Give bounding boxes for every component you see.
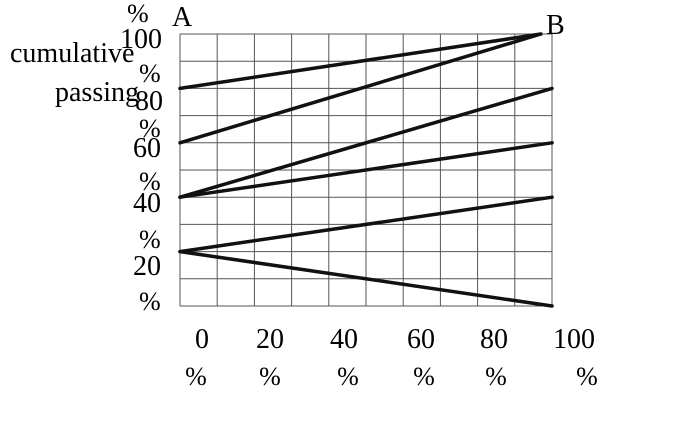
- x-tick-number-80: 80: [480, 324, 508, 355]
- y-tick-number-40: 40: [133, 188, 161, 219]
- x-tick-unit-80: %: [485, 362, 507, 391]
- series-line-1: [178, 32, 543, 91]
- x-tick-number-60: 60: [407, 324, 435, 355]
- x-tick-number-40: 40: [330, 324, 358, 355]
- y-bottom-unit: %: [139, 287, 161, 316]
- y-tick-unit-100: %: [127, 0, 149, 28]
- y-tick-number-80: 80: [135, 86, 163, 117]
- point-label-b: B: [546, 10, 565, 41]
- series-line-2: [178, 32, 543, 145]
- series-lines: [178, 32, 554, 308]
- y-tick-number-60: 60: [133, 133, 161, 164]
- x-tick-unit-100: %: [576, 362, 598, 391]
- x-tick-unit-20: %: [259, 362, 281, 391]
- point-label-a: A: [172, 2, 193, 33]
- y-tick-unit-60: %: [139, 114, 161, 143]
- x-tick-unit-0: %: [185, 362, 207, 391]
- ylabel-line-1: cumulative: [10, 38, 134, 69]
- series-line-5: [178, 195, 554, 254]
- x-tick-number-0: 0: [195, 324, 209, 355]
- x-tick-number-100: 100: [553, 324, 595, 355]
- y-tick-number-20: 20: [133, 251, 161, 282]
- x-tick-unit-40: %: [337, 362, 359, 391]
- series-line-6: [178, 249, 554, 308]
- series-line-4: [178, 141, 554, 199]
- y-tick-number-100: 100: [120, 24, 162, 55]
- x-tick-unit-60: %: [413, 362, 435, 391]
- y-tick-unit-20: %: [139, 225, 161, 254]
- ylabel-line-2: passing: [55, 77, 139, 108]
- x-tick-number-20: 20: [256, 324, 284, 355]
- y-tick-unit-80: %: [139, 59, 161, 88]
- y-tick-unit-40: %: [139, 167, 161, 196]
- series-line-3: [178, 86, 554, 199]
